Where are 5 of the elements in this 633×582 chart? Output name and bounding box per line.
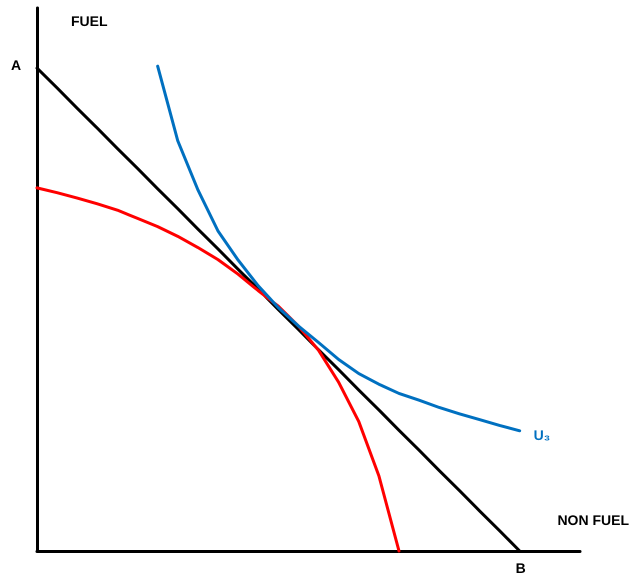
text: A xyxy=(11,57,22,74)
y-axis-title: FUEL xyxy=(71,13,108,29)
text: B xyxy=(516,560,526,576)
x-axis-title: NON FUEL xyxy=(557,512,630,528)
series-label: U₃ xyxy=(534,426,550,443)
